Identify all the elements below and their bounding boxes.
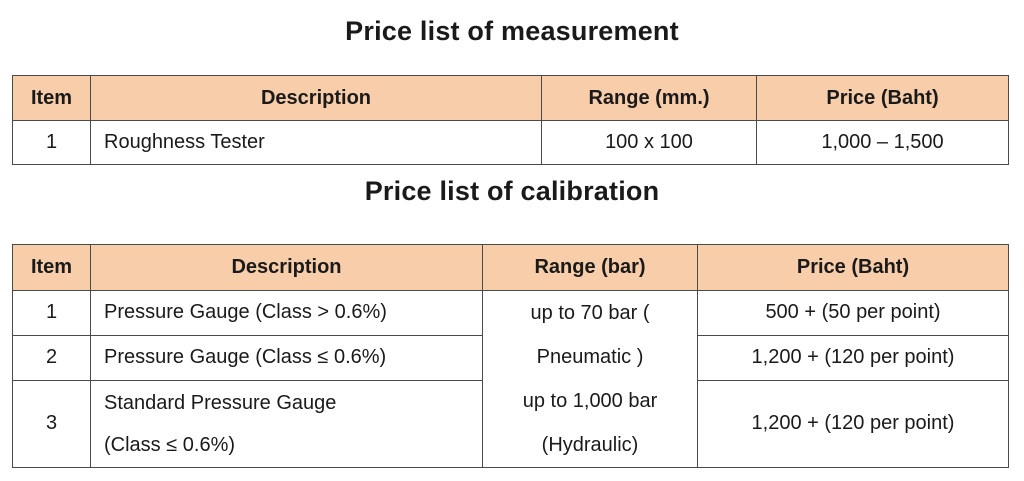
table-header-row: Item Description Range (bar) Price (Baht… [12,244,1009,291]
table-row: 3 Standard Pressure Gauge (Class ≤ 0.6%)… [12,379,1009,468]
header-description: Description [90,75,542,121]
table-header-row: Item Description Range (mm.) Price (Baht… [12,75,1009,121]
table-row: 2 Pressure Gauge (Class ≤ 0.6%) 1,200 + … [12,334,1009,381]
description-line: Standard Pressure Gauge [104,391,337,414]
cell-item: 3 [12,379,91,468]
header-price: Price (Baht) [756,75,1009,121]
cell-item: 1 [12,290,91,336]
header-range: Range (bar) [482,244,698,291]
cell-price: 1,000 – 1,500 [756,120,1009,165]
cell-price: 500 + (50 per point) [697,290,1009,336]
header-price: Price (Baht) [697,244,1009,291]
calibration-title: Price list of calibration [364,176,660,206]
range-line: Pneumatic ) [536,346,644,368]
header-item: Item [12,75,91,121]
table-row: 1 Roughness Tester 100 x 100 1,000 – 1,5… [12,120,1009,165]
header-item: Item [12,244,91,291]
range-line: up to 70 bar ( [530,302,650,324]
cell-description: Roughness Tester [90,120,542,165]
measurement-title: Price list of measurement [345,16,679,46]
cell-item: 1 [12,120,91,165]
cell-description: Pressure Gauge (Class > 0.6%) [90,290,483,336]
header-description: Description [90,244,483,291]
calibration-price-table: Item Description Range (bar) Price (Baht… [12,244,1009,468]
header-range: Range (mm.) [541,75,757,121]
cell-price: 1,200 + (120 per point) [697,379,1009,468]
cell-item: 2 [12,334,91,381]
cell-range-merged: up to 70 bar ( Pneumatic ) up to 1,000 b… [482,290,698,468]
cell-price: 1,200 + (120 per point) [697,334,1009,381]
measurement-price-table: Item Description Range (mm.) Price (Baht… [12,75,1009,165]
cell-description: Standard Pressure Gauge (Class ≤ 0.6%) [90,379,483,468]
range-line: (Hydraulic) [541,434,639,456]
cell-range: 100 x 100 [541,120,757,165]
description-line: (Class ≤ 0.6%) [104,433,236,456]
cell-description: Pressure Gauge (Class ≤ 0.6%) [90,334,483,381]
table-row: 1 Pressure Gauge (Class > 0.6%) up to 70… [12,290,1009,468]
range-line: up to 1,000 bar [522,390,658,412]
